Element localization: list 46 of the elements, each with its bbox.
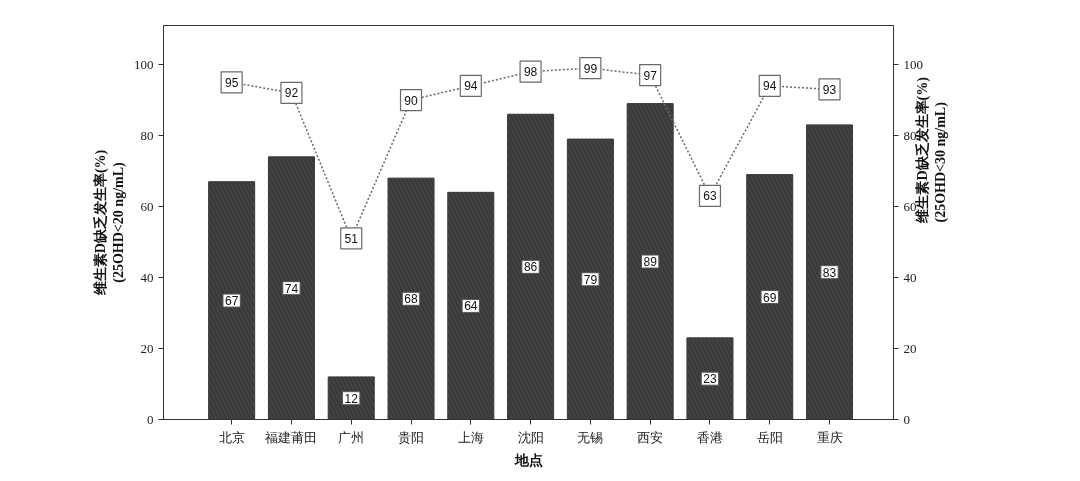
x-tick-label: 上海 <box>457 429 484 445</box>
data-label: 97 <box>643 68 658 83</box>
y2-tick-label: 100 <box>903 56 923 72</box>
x-tick-label: 北京 <box>218 429 245 445</box>
data-label: 83 <box>822 265 837 280</box>
x-tick-label: 贵阳 <box>398 429 425 445</box>
y2-tick-label: 80 <box>903 127 917 143</box>
x-tick-label: 岳阳 <box>756 429 783 445</box>
data-label: 93 <box>822 82 837 97</box>
data-label: 23 <box>703 372 717 387</box>
data-label: 51 <box>344 231 359 246</box>
data-label: 90 <box>404 93 419 108</box>
y-tick-label: 60 <box>140 198 154 214</box>
data-label: 98 <box>523 65 538 80</box>
data-label: 69 <box>763 290 777 305</box>
x-tick-label: 重庆 <box>816 429 843 445</box>
y-tick-label: 80 <box>140 127 154 143</box>
y-tick-label: 40 <box>140 269 154 285</box>
data-label: 86 <box>523 260 538 275</box>
x-tick-label: 沈阳 <box>517 429 544 445</box>
y-axis-title: 维生素D缺乏发生率(%) (25OHD<20 ng/mL) <box>92 149 127 297</box>
data-label: 64 <box>464 299 478 314</box>
data-label: 63 <box>703 189 717 204</box>
y-tick-label: 100 <box>134 56 154 72</box>
data-label: 94 <box>763 79 777 94</box>
y-tick-label: 0 <box>147 411 154 427</box>
y2-tick-label: 20 <box>903 340 917 356</box>
data-label: 94 <box>464 79 478 94</box>
data-label: 12 <box>344 391 359 406</box>
y2-tick-label: 0 <box>903 411 910 427</box>
data-label: 95 <box>224 75 239 90</box>
x-tick-label: 香港 <box>696 429 723 445</box>
data-label: 67 <box>224 294 239 309</box>
y-tick-label: 20 <box>140 340 154 356</box>
data-label: 89 <box>643 255 658 270</box>
x-tick-label: 广州 <box>338 429 365 445</box>
data-label: 92 <box>284 86 299 101</box>
x-tick-label: 无锡 <box>577 429 604 445</box>
x-axis-title: 地点 <box>513 452 543 468</box>
data-label: 74 <box>284 281 299 296</box>
y2-tick-label: 40 <box>903 269 917 285</box>
x-tick-label: 福建莆田 <box>265 429 318 445</box>
data-label: 68 <box>404 292 419 307</box>
data-label: 99 <box>583 61 598 76</box>
data-label: 79 <box>583 272 598 287</box>
x-tick-label: 西安 <box>637 429 664 445</box>
